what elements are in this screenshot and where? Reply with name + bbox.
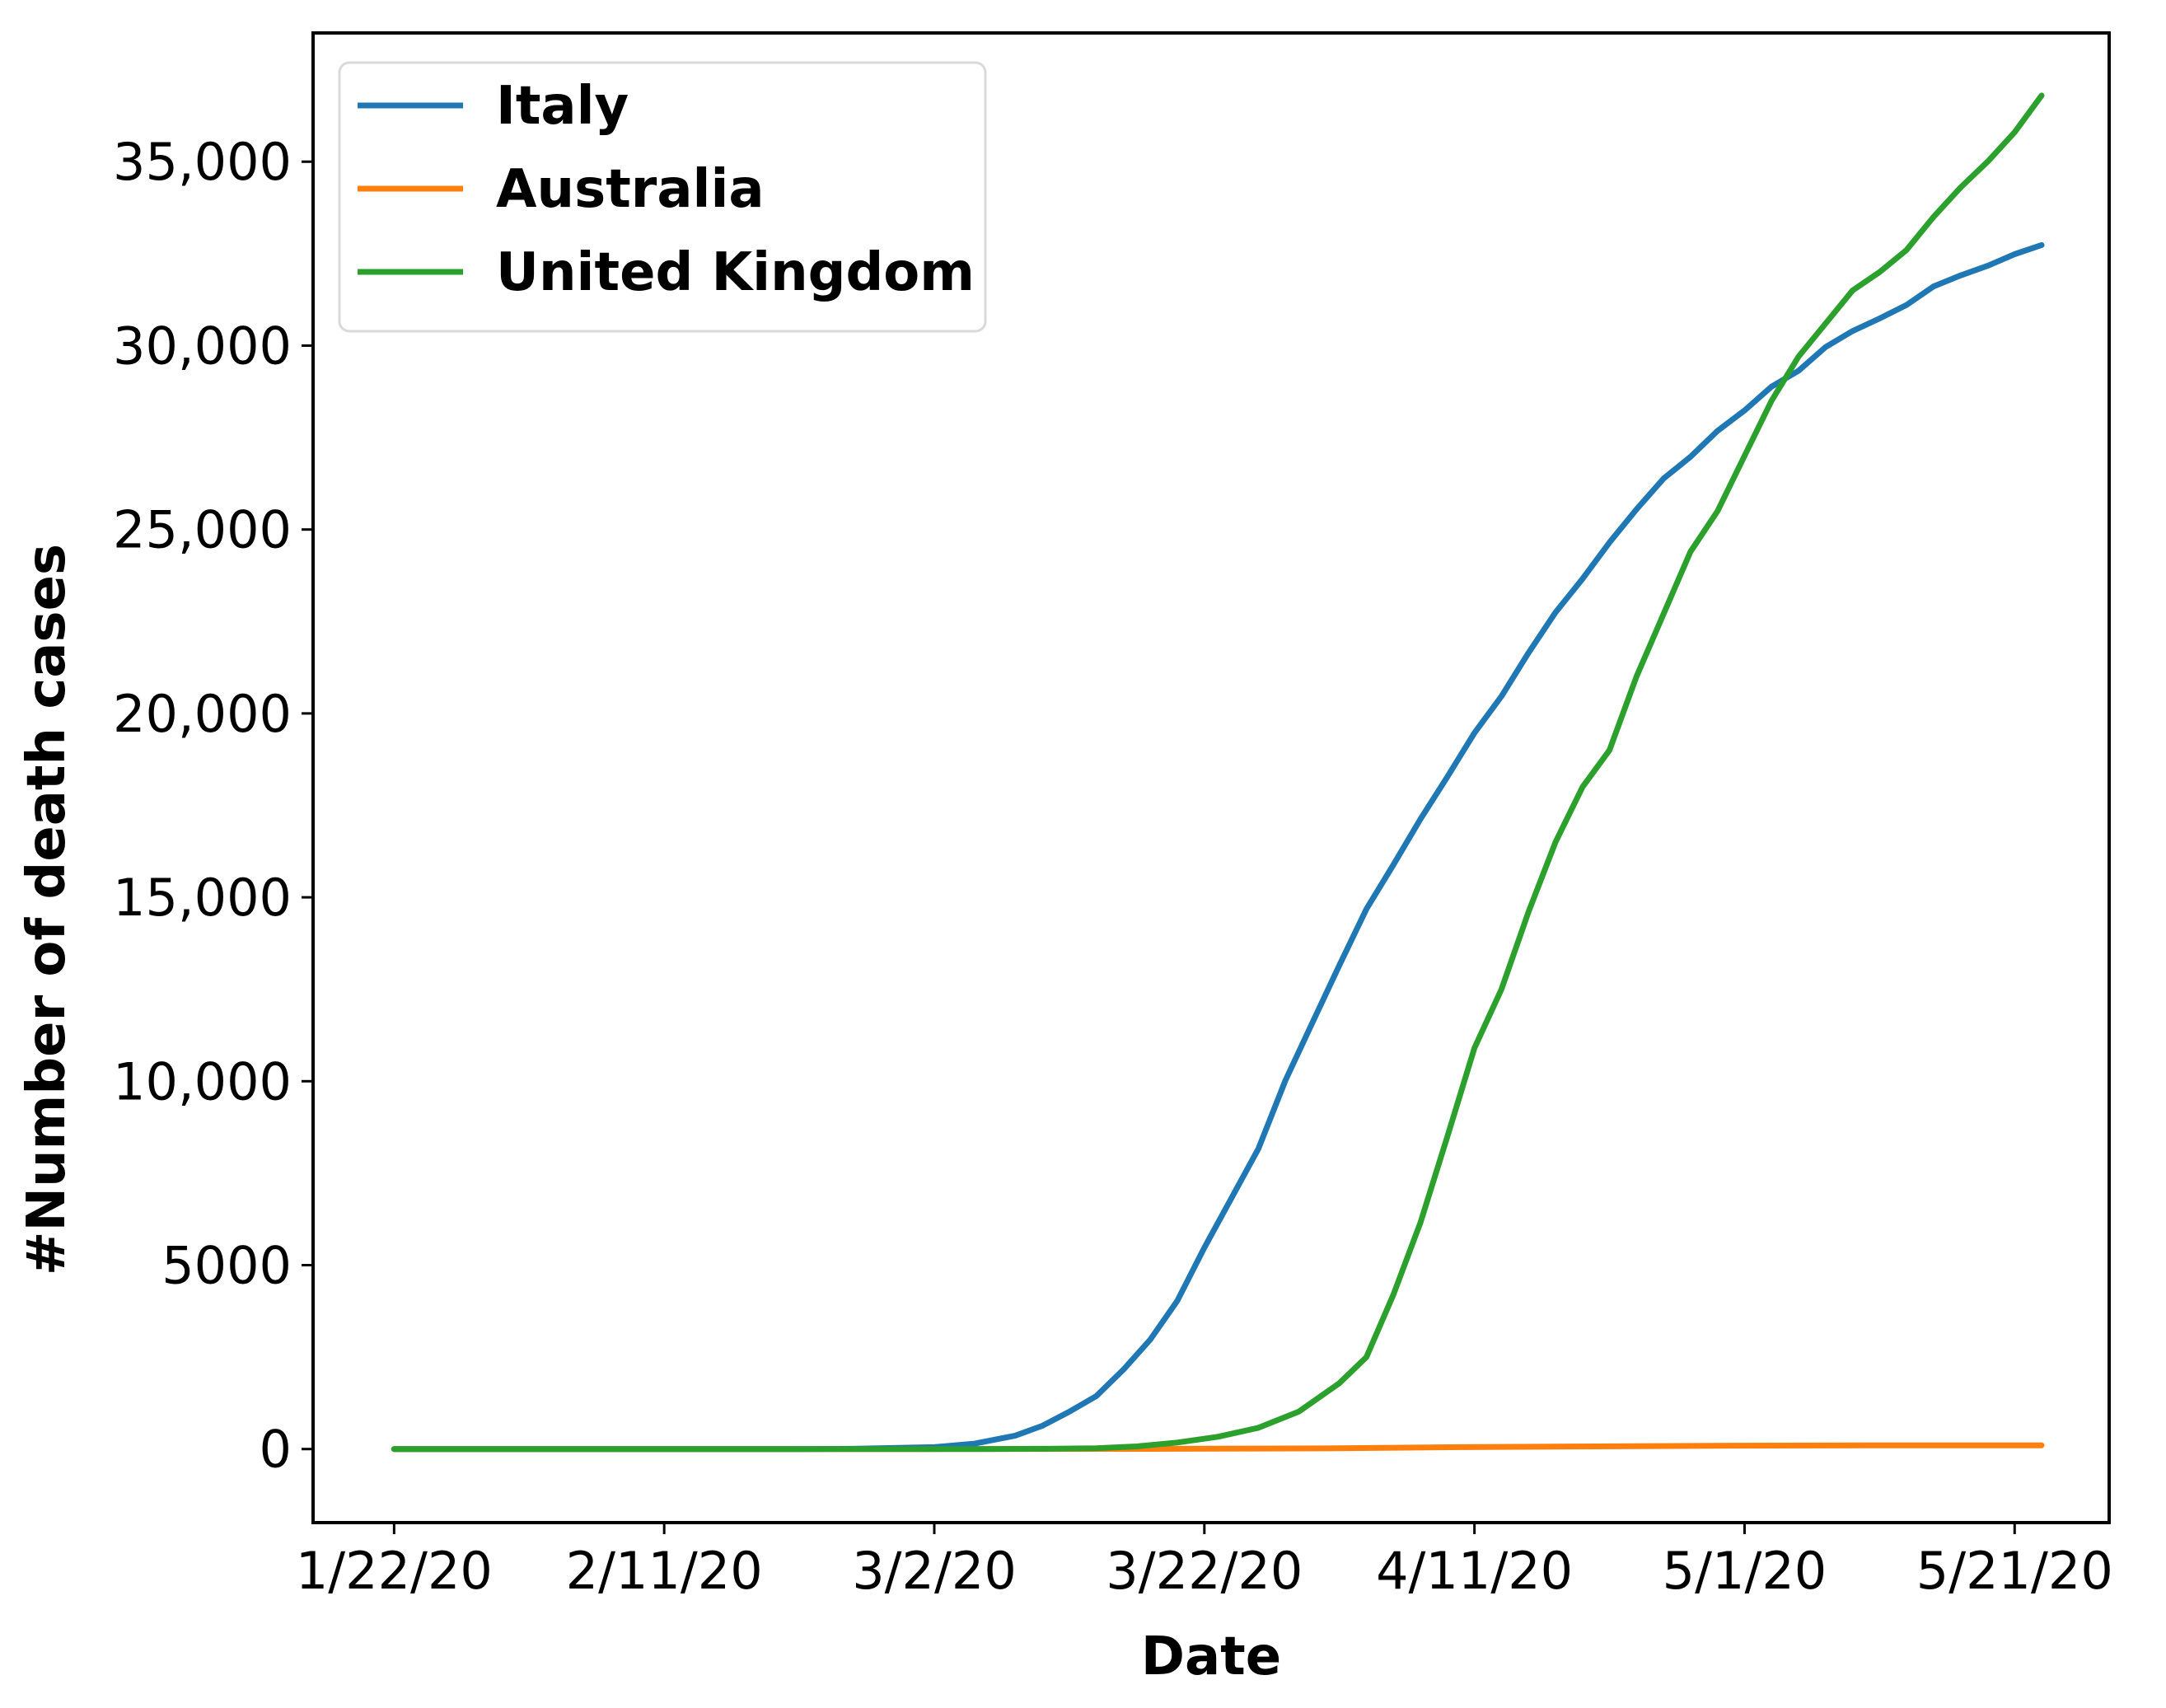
y-tick-label: 5000 (161, 1236, 292, 1296)
y-axis-title: #Number of death cases (16, 544, 77, 1275)
x-tick-label: 1/22/20 (296, 1541, 493, 1601)
legend-box (338, 61, 987, 333)
x-axis: 1/22/20 2/11/20 3/2/20 3/22/20 4/11/20 5/1/20… (296, 1523, 2113, 1601)
x-axis-title: Date (1141, 1626, 1281, 1687)
legend-label: Australia (496, 159, 765, 220)
y-tick-label: 30,000 (113, 316, 292, 376)
x-tick-label: 5/1/20 (1663, 1541, 1827, 1601)
series-line-italy (391, 241, 2045, 1453)
series-layer (391, 92, 2045, 1453)
y-axis: 0 5000 10,000 15,000 20,000 25,000 30,000 35,00… (113, 132, 313, 1480)
series-line-united-kingdom (391, 92, 2045, 1453)
x-tick-label: 3/22/20 (1106, 1541, 1303, 1601)
y-tick-label: 20,000 (113, 684, 292, 744)
y-tick-label: 0 (260, 1420, 292, 1480)
y-tick-label: 15,000 (113, 868, 292, 928)
x-tick-label: 3/2/20 (852, 1541, 1017, 1601)
y-tick-label: 25,000 (113, 500, 292, 560)
x-tick-label: 2/11/20 (566, 1541, 763, 1601)
y-tick-label: 35,000 (113, 132, 292, 192)
legend-label: Italy (496, 76, 629, 137)
legend-label: United Kingdom (496, 242, 975, 303)
x-tick-label: 5/21/20 (1916, 1541, 2113, 1601)
legend: Italy Australia United Kingdom (338, 61, 987, 333)
x-tick-label: 4/11/20 (1376, 1541, 1573, 1601)
y-tick-label: 10,000 (113, 1051, 292, 1111)
plot-frame (311, 31, 2111, 1524)
